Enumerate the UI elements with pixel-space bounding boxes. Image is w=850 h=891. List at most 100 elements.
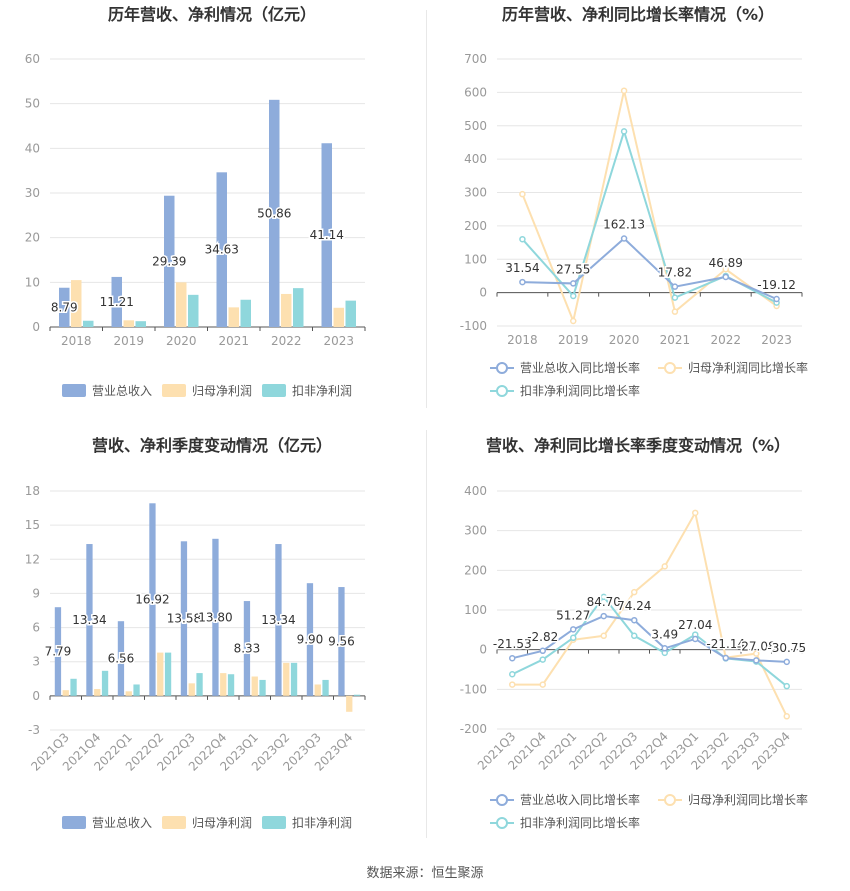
quarterly-growth-ytick-label: 400 [464,484,487,498]
annual-amount-bar-归母净利润 [281,293,292,327]
quarterly-growth-legend-marker [664,794,676,806]
quarterly-growth-data-label: -21.14 [706,637,745,651]
quarterly-amount-bar-归母净利润 [94,689,101,696]
quarterly-growth-chart: 营收、净利同比增长率季度变动情况（%） -200 -100 0 100 200 300 400… [460,436,808,830]
annual-amount-data-label: 8.79 [51,300,78,314]
annual-amount-xtick-label: 2020 [166,334,197,348]
annual-growth-data-label: -19.12 [757,278,796,292]
annual-growth-point-归母净利润同比增长率 [519,190,526,198]
annual-growth-ytick-label: 0 [479,286,487,300]
annual-amount-bar-营业总收入 [269,99,280,327]
quarterly-growth-title: 营收、净利同比增长率季度变动情况（%） [486,436,790,455]
quarterly-growth-point-营业总收入同比增长率 [753,657,760,664]
quarterly-amount-bar-扣非净利润 [133,684,140,696]
data-source-footer: 数据来源：恒生聚源 [366,866,484,881]
annual-growth-point-营业总收入同比增长率 [519,278,526,286]
quarterly-amount-legend-label: 归母净利润 [192,816,252,830]
quarterly-growth-point-归母净利润同比增长率 [661,563,668,570]
annual-growth-data-label: 27.55 [556,262,590,276]
annual-amount-xtick-label: 2023 [323,334,354,348]
vertical-divider-bottom [426,430,427,838]
annual-amount-bar-扣非净利润 [240,299,251,327]
quarterly-amount-bar-营业总收入 [243,601,251,696]
annual-growth-line-扣非净利润同比增长率 [521,128,778,304]
annual-growth-data-label: 46.89 [709,256,743,270]
quarterly-growth-point-归母净利润同比增长率 [509,681,516,688]
quarterly-growth-ytick-label: 0 [479,643,487,657]
quarterly-amount-bar-营业总收入 [338,587,345,696]
annual-amount-legend-label: 归母净利润 [192,384,252,398]
annual-amount-xtick-label: 2019 [113,334,144,348]
quarterly-growth-point-归母净利润同比增长率 [539,681,546,688]
annual-growth-xtick-label: 2022 [710,333,741,347]
quarterly-growth-data-label: -27.08 [737,639,776,653]
annual-amount-ytick-label: 0 [32,320,40,334]
quarterly-amount-data-label: 9.90 [297,633,324,647]
annual-growth-point-扣非净利润同比增长率 [570,292,577,300]
quarterly-amount-data-label: 16.92 [135,593,169,607]
annual-growth-ytick-label: 200 [464,219,487,233]
annual-growth-legend-marker [496,362,508,374]
quarterly-growth-data-label: 51.27 [556,608,590,622]
annual-growth-xtick-label: 2021 [660,333,691,347]
quarterly-growth-point-扣非净利润同比增长率 [783,682,790,690]
quarterly-growth-point-归母净利润同比增长率 [692,509,699,517]
quarterly-growth-data-label: 74.24 [617,599,651,613]
annual-growth-ytick-label: 400 [464,152,487,166]
annual-growth-chart: 历年营收、净利同比增长率情况（%） -100 0 100 200 300 400 500 600… [460,5,808,398]
annual-amount-xtick-label: 2018 [61,334,92,348]
quarterly-amount-bar-归母净利润 [125,691,132,696]
annual-amount-bar-营业总收入 [164,195,175,327]
quarterly-growth-point-归母净利润同比增长率 [783,713,790,720]
quarterly-amount-bar-归母净利润 [251,676,258,696]
quarterly-amount-bar-营业总收入 [54,607,62,696]
annual-amount-bar-扣非净利润 [345,300,356,327]
quarterly-amount-data-label: 7.79 [45,645,72,659]
annual-amount-bar-扣非净利润 [135,321,146,327]
annual-amount-bar-营业总收入 [111,276,122,327]
annual-growth-ytick-label: 100 [464,252,487,266]
annual-amount-bar-归母净利润 [71,280,82,327]
annual-growth-line-营业总收入同比增长率 [522,237,777,300]
annual-amount-legend-label: 扣非净利润 [292,384,352,398]
quarterly-growth-legend-marker [496,794,508,806]
annual-amount-ytick-label: 30 [25,186,40,200]
quarterly-growth-point-扣非净利润同比增长率 [509,671,516,678]
quarterly-amount-bar-归母净利润 [283,662,290,696]
quarterly-growth-point-归母净利润同比增长率 [600,632,607,640]
annual-growth-ytick-label: -100 [460,319,487,333]
annual-growth-point-归母净利润同比增长率 [722,266,729,273]
quarterly-amount-ytick-label: 15 [25,518,40,532]
quarterly-amount-ytick-label: 3 [32,655,40,669]
quarterly-growth-line-营业总收入同比增长率 [512,615,787,663]
quarterly-growth-point-营业总收入同比增长率 [570,626,577,633]
annual-growth-title: 历年营收、净利同比增长率情况（%） [502,5,774,24]
annual-growth-data-label: 31.54 [505,261,539,275]
annual-growth-xtick-label: 2019 [558,333,589,347]
annual-growth-ytick-label: 600 [464,85,487,99]
vertical-divider-top [426,10,427,408]
quarterly-growth-data-label: 84.70 [587,595,621,609]
quarterly-amount-ytick-label: 18 [25,484,40,498]
annual-amount-bar-扣非净利润 [293,288,304,327]
annual-amount-data-label: 11.21 [100,295,134,309]
quarterly-growth-point-营业总收入同比增长率 [783,658,790,666]
quarterly-amount-bar-营业总收入 [275,544,282,696]
quarterly-amount-legend-label: 扣非净利润 [292,816,352,830]
annual-growth-legend-marker [496,385,508,397]
quarterly-growth-point-营业总收入同比增长率 [509,654,516,662]
annual-amount-data-label: 50.86 [257,206,291,220]
quarterly-growth-ytick-label: -200 [460,722,487,736]
quarterly-amount-bar-扣非净利润 [70,678,77,696]
quarterly-amount-data-label: 8.33 [234,641,261,655]
quarterly-amount-legend-swatch [62,816,86,829]
annual-growth-data-label: 17.82 [658,266,692,280]
annual-amount-title: 历年营收、净利情况（亿元） [108,5,316,24]
quarterly-amount-bar-归母净利润 [188,683,195,696]
quarterly-growth-point-营业总收入同比增长率 [722,654,729,662]
quarterly-amount-bar-归母净利润 [62,690,69,696]
quarterly-growth-point-营业总收入同比增长率 [539,647,546,655]
quarterly-amount-bar-归母净利润 [220,673,227,696]
quarterly-amount-data-label: 13.34 [261,613,295,627]
